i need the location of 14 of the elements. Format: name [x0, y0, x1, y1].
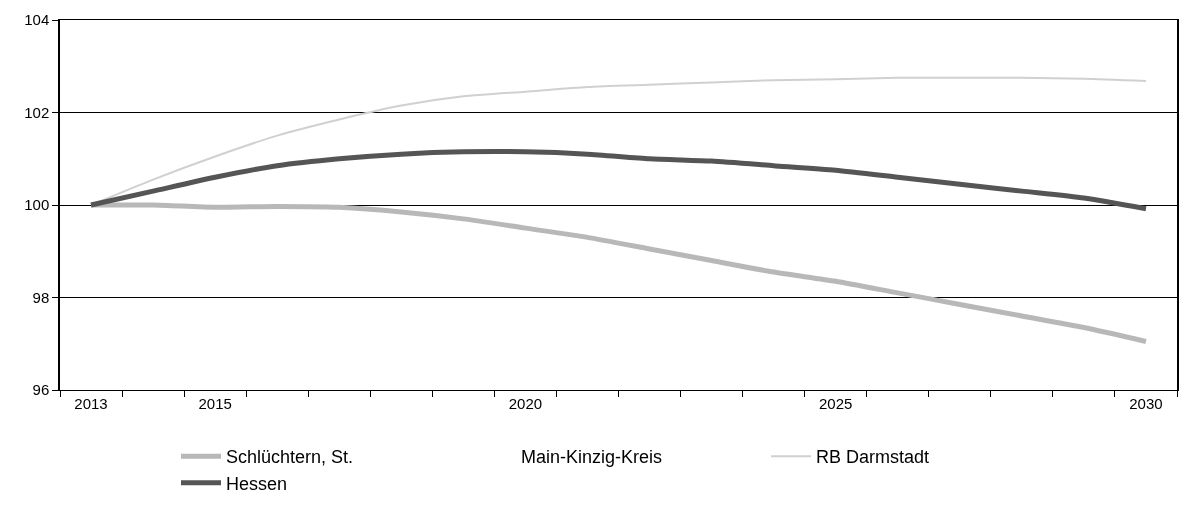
y-tick-label: 100 — [24, 196, 50, 214]
x-tick-label: 2025 — [819, 395, 853, 412]
y-tick-label: 104 — [24, 11, 50, 29]
text: Main-Kinzig-Kreis — [521, 447, 663, 468]
x-tick-label: 2020 — [508, 395, 543, 412]
legend-label: Hessen — [226, 473, 288, 494]
legend-label: Schlüchtern, St. — [226, 447, 354, 468]
legend-label: RB Darmstadt — [816, 447, 930, 468]
x-tick-label: 2015 — [198, 395, 232, 412]
y-tick-label: 102 — [24, 103, 50, 121]
y-tick-label: 98 — [32, 288, 50, 306]
x-tick-label: 2013 — [74, 395, 108, 412]
x-tick-label: 2030 — [1129, 395, 1163, 412]
y-tick-label: 96 — [32, 381, 50, 399]
